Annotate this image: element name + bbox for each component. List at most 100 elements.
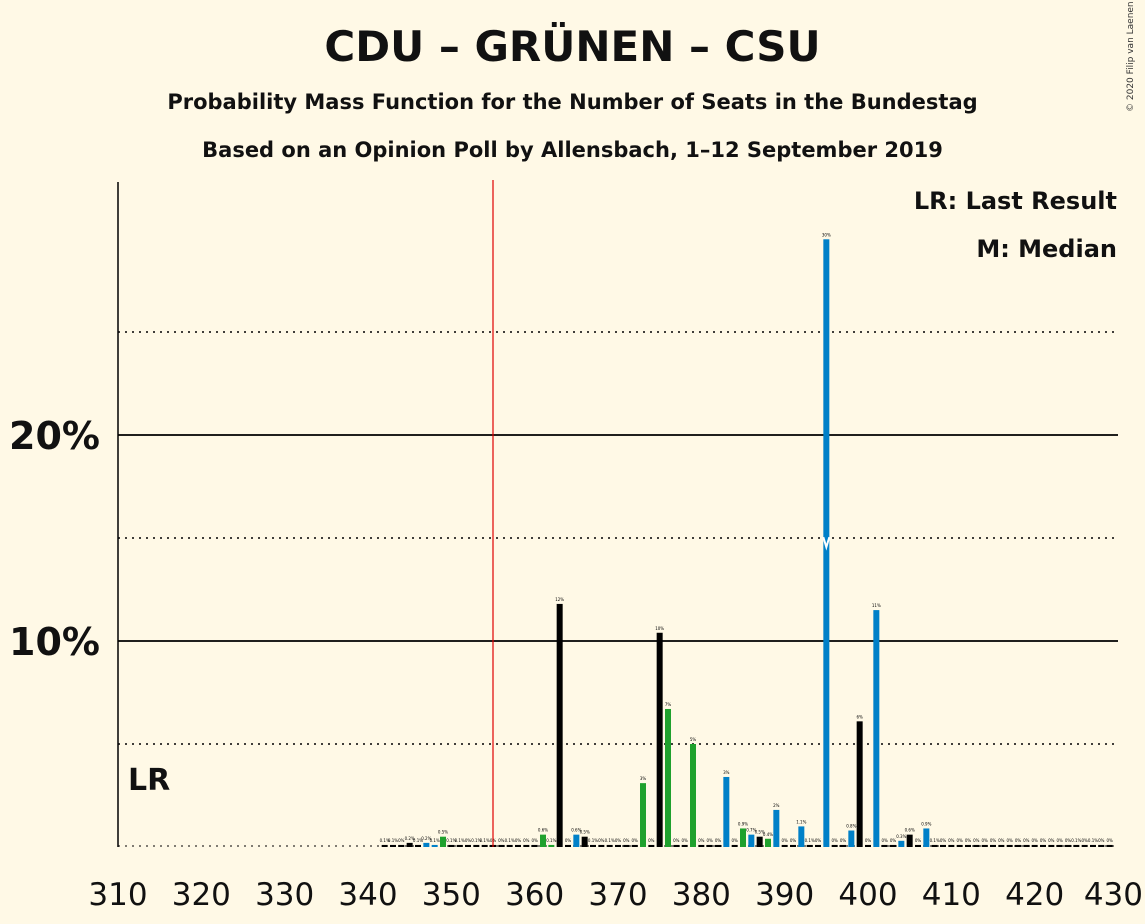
bar-label-seat-413: 0% — [973, 838, 980, 843]
bar-seat-377 — [673, 844, 680, 847]
bar-seat-356 — [498, 844, 505, 847]
x-tick-label-320: 320 — [172, 877, 231, 913]
x-tick-label-350: 350 — [422, 877, 481, 913]
bar-label-seat-423: 0% — [1056, 838, 1063, 843]
y-tick-label-10: 10% — [9, 620, 100, 664]
bar-label-seat-378: 0% — [681, 838, 688, 843]
bar-label-seat-418: 0% — [1015, 838, 1022, 843]
bar-label-seat-380: 0% — [698, 838, 705, 843]
bar-label-seat-361: 0.6% — [538, 828, 548, 833]
bar-seat-415 — [990, 844, 996, 847]
bar-label-seat-359: 0% — [523, 838, 530, 843]
bar-label-seat-371: 0% — [623, 838, 630, 843]
bar-seat-400 — [865, 844, 871, 847]
bar-seat-364 — [565, 844, 571, 847]
bar-label-seat-425: 0.1% — [1071, 838, 1081, 843]
bar-label-seat-415: 0% — [990, 838, 997, 843]
last-result-label: LR — [128, 763, 170, 798]
bar-label-seat-372: 0% — [631, 838, 638, 843]
bar-seat-422 — [1048, 844, 1055, 847]
x-tick-label-370: 370 — [588, 877, 647, 913]
bar-label-seat-390: 0% — [781, 838, 788, 843]
bar-seat-423 — [1056, 844, 1063, 847]
bar-label-seat-416: 0% — [998, 838, 1005, 843]
bar-label-seat-373: 3% — [640, 776, 647, 781]
bar-label-seat-402: 0% — [881, 838, 888, 843]
bar-label-seat-384: 0% — [731, 838, 738, 843]
bar-label-seat-388: 0.4% — [763, 832, 773, 837]
bar-label-seat-357: 0.1% — [505, 838, 515, 843]
bar-seat-426 — [1081, 844, 1088, 847]
bar-label-seat-399: 6% — [856, 714, 863, 719]
bar-label-seat-377: 0% — [673, 838, 680, 843]
bar-label-seat-417: 0% — [1006, 838, 1013, 843]
bar-label-seat-406: 0% — [915, 838, 922, 843]
bar-label-seat-389: 2% — [773, 803, 780, 808]
bar-seat-416 — [998, 844, 1005, 847]
bar-seat-402 — [881, 844, 888, 847]
bar-label-seat-400: 0% — [865, 838, 872, 843]
bar-seat-429 — [1106, 844, 1113, 847]
bar-label-seat-367: 0.1% — [588, 838, 598, 843]
bar-seat-417 — [1006, 844, 1013, 847]
bar-label-seat-429: 0% — [1106, 838, 1113, 843]
bar-seat-413 — [973, 844, 980, 847]
bar-seat-425 — [1073, 844, 1080, 847]
bar-seat-376 — [665, 708, 671, 847]
bar-seat-406 — [915, 844, 921, 847]
bar-seat-361 — [540, 834, 546, 847]
bar-label-seat-349: 0.5% — [438, 830, 448, 835]
x-tick-label-360: 360 — [505, 877, 564, 913]
bar-label-seat-347: 0.2% — [421, 836, 431, 841]
bar-label-seat-410: 0% — [948, 838, 955, 843]
bar-label-seat-369: 0.1% — [605, 838, 615, 843]
x-tick-label-310: 310 — [88, 877, 147, 913]
bar-seat-381 — [706, 844, 713, 847]
bar-seat-382 — [715, 844, 721, 847]
bar-seat-379 — [690, 744, 696, 847]
bar-label-seat-424: 0% — [1065, 838, 1072, 843]
bar-label-seat-401: 11% — [872, 603, 881, 608]
bar-label-seat-403: 0% — [890, 838, 897, 843]
legend-median: M: Median — [976, 235, 1117, 263]
bar-seat-393 — [806, 844, 813, 847]
bar-seat-388 — [765, 838, 771, 847]
bar-seat-421 — [1040, 844, 1046, 847]
bar-seat-350 — [448, 844, 455, 847]
bar-seat-403 — [890, 844, 896, 847]
bar-seat-371 — [623, 844, 630, 847]
bar-label-seat-414: 0% — [981, 838, 988, 843]
bar-label-seat-358: 0% — [515, 838, 522, 843]
bar-seat-373 — [640, 783, 646, 847]
bar-seat-407 — [923, 828, 930, 847]
bar-seat-375 — [656, 632, 663, 847]
bar-label-seat-360: 0% — [531, 838, 538, 843]
bar-label-seat-365: 0.6% — [571, 828, 581, 833]
bar-label-seat-344: 0% — [398, 838, 405, 843]
bar-seat-409 — [940, 844, 946, 847]
y-tick-label-20: 20% — [9, 414, 100, 458]
x-tick-label-400: 400 — [838, 877, 897, 913]
bar-seat-428 — [1098, 844, 1105, 847]
bar-seat-414 — [981, 844, 988, 847]
bar-seat-354 — [481, 844, 488, 847]
bar-seat-359 — [523, 844, 530, 847]
bar-seat-380 — [698, 844, 705, 847]
bar-label-seat-426: 0% — [1081, 838, 1088, 843]
bar-seat-392 — [798, 826, 805, 847]
bar-seat-346 — [415, 844, 421, 847]
bar-label-seat-379: 5% — [690, 737, 697, 742]
bar-seat-349 — [440, 836, 446, 847]
x-axis-tick-labels: 310 320 330 340 350 360 370 380 390 400 410 420 430 — [88, 877, 1143, 913]
bar-label-seat-342: 0.1% — [380, 838, 390, 843]
bar-label-seat-383: 3% — [723, 770, 730, 775]
bar-label-seat-428: 0% — [1098, 838, 1105, 843]
bar-label-seat-411: 0% — [956, 838, 963, 843]
bar-seat-408 — [931, 844, 938, 847]
bar-label-seat-409: 0% — [940, 838, 947, 843]
chart-title: CDU – GRÜNEN – CSU — [324, 22, 821, 71]
bar-label-seat-385: 0.9% — [738, 821, 748, 826]
bar-seat-378 — [681, 844, 688, 847]
bar-seat-412 — [965, 844, 971, 847]
gridlines — [118, 331, 1118, 847]
